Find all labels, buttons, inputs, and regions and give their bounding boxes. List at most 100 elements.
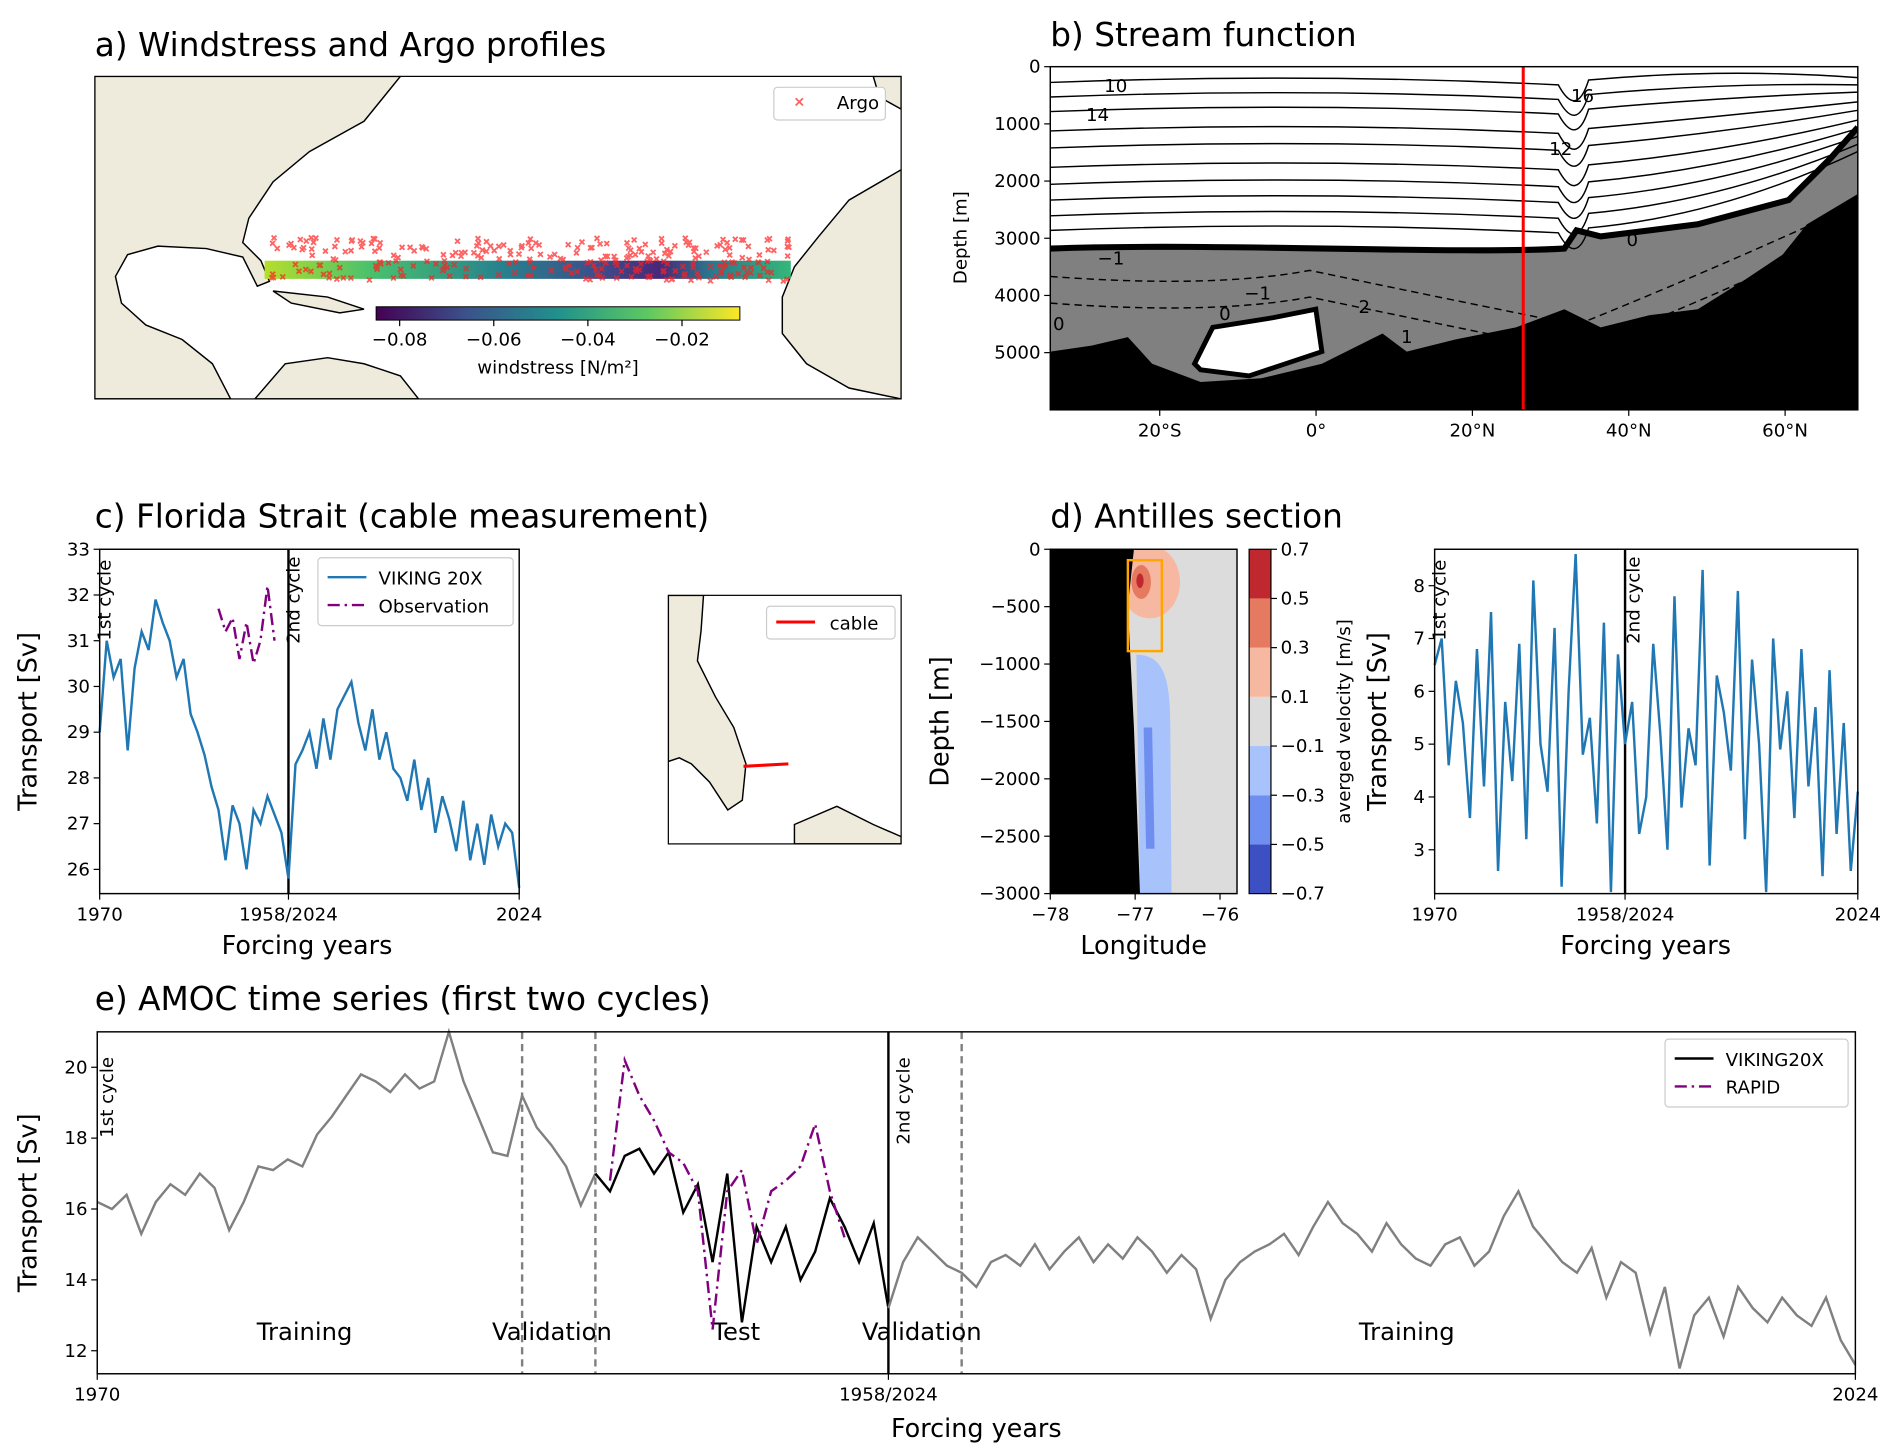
annotation: 1st cycle [97,1057,118,1138]
y-axis-label: Depth [m] [951,191,972,284]
land [253,356,420,399]
legend-label: Argo [837,93,879,114]
legend-box [773,86,886,121]
x-tick-label: 2024 [496,904,542,925]
chart-title: a) Windstress and Argo profiles [95,26,606,64]
y-axis-label: Depth [m] [925,656,955,786]
colorbar-level [1249,795,1271,845]
colorbar-tick-label: −0.04 [560,330,616,351]
series-line [217,585,276,664]
legend-label: RAPID [1726,1078,1781,1099]
y-tick-label: 20 [64,1057,87,1078]
series-line [608,1055,846,1330]
x-tick-label: 2024 [1832,1384,1878,1405]
y-tick-label: 2000 [994,171,1040,192]
contour-line [1050,119,1858,187]
x-tick-label: −77 [1116,904,1154,925]
y-tick-label: −3000 [979,884,1040,905]
frame [98,548,520,895]
contour-line [1050,127,1858,204]
contour-line [1050,101,1858,150]
colorbar-tick-label: −0.1 [1281,736,1325,757]
frame [1433,548,1859,895]
x-tick-label: 20°S [1138,420,1182,441]
annotation: 1st cycle [95,560,116,641]
y-tick-label: 29 [67,722,90,743]
contour-label: −1 [1244,283,1271,304]
y-tick-label: 12 [64,1341,87,1362]
x-tick-label: 20°N [1450,420,1496,441]
y-tick-label: 14 [64,1270,87,1291]
southward-flow [1136,654,1172,894]
x-axis-label: Forcing years [1560,931,1731,961]
y-tick-label: 4 [1413,787,1425,808]
zero-contour [1050,125,1858,254]
x-tick-label: 1958/2024 [1576,904,1675,925]
colorbar-tick-label: 0.3 [1281,638,1310,659]
annotation: 2nd cycle [284,557,305,644]
chart-title: e) AMOC time series (first two cycles) [95,980,711,1018]
land [781,168,902,399]
contour-line [1050,203,1858,326]
x-tick-label: 0° [1306,420,1327,441]
x-tick-label: 40°N [1606,420,1652,441]
contour-line [1050,72,1858,102]
legend-label: VIKING 20X [379,568,483,589]
y-tick-label: 3 [1413,840,1425,861]
legend-box [317,557,514,627]
bathymetry [1050,194,1858,410]
northward-max [1136,573,1144,589]
cable-line [743,762,789,768]
colorbar-tick-label: 0.1 [1281,687,1310,708]
x-tick-label: 60°N [1762,420,1808,441]
colorbar-tick-label: −0.06 [466,330,522,351]
frame [96,1031,1857,1375]
series-line [594,1147,890,1323]
contour-label: 12 [1549,139,1572,160]
x-tick-label: 2024 [1835,904,1881,925]
colorbar-tick-label: −0.5 [1281,834,1325,855]
y-tick-label: −1500 [979,712,1040,733]
y-tick-label: 1000 [994,114,1040,135]
land [793,805,902,844]
colorbar-tick-label: −0.08 [372,330,428,351]
y-tick-label: 8 [1413,576,1425,597]
windstress-band [264,260,791,279]
y-tick-label: 27 [67,814,90,835]
contour-line [1050,91,1858,131]
zero-contour [1191,306,1325,379]
x-axis-label: Forcing years [891,1414,1062,1444]
colorbar-label: averged velocity [m/s] [1334,619,1355,824]
y-tick-label: −2500 [979,826,1040,847]
y-tick-label: 32 [67,585,90,606]
frame [667,594,902,845]
box [1126,558,1164,653]
contour-label: 2 [1359,297,1371,318]
series-line [98,599,521,888]
frame [1049,65,1859,411]
x-axis-label: Forcing years [222,931,393,961]
colorbar-tick-label: −0.3 [1281,785,1325,806]
contour-label: 1 [1401,327,1413,348]
contour-lines [1050,72,1858,353]
x-tick-label: −76 [1201,904,1239,925]
section [1050,549,1237,894]
contour-line [1050,135,1858,219]
legend-label: cable [830,613,879,634]
chart-title: c) Florida Strait (cable measurement) [95,497,709,535]
legend-label: Observation [379,596,490,617]
colorbar-level [1249,844,1271,894]
x-tick-label: 1970 [77,904,123,925]
annotation: 1st cycle [1430,560,1451,641]
y-tick-label: 5 [1413,734,1425,755]
series-line [1433,553,1860,893]
series-line [96,1027,597,1237]
inset-map: cable [668,595,902,844]
y-tick-label: 6 [1413,681,1425,702]
y-tick-label: −2000 [979,769,1040,790]
annotation: Training [256,1317,353,1346]
frame [94,75,902,400]
series-line [887,1188,1857,1369]
contour-label: 0 [1053,314,1065,335]
x-tick-label: 1958/2024 [239,904,338,925]
